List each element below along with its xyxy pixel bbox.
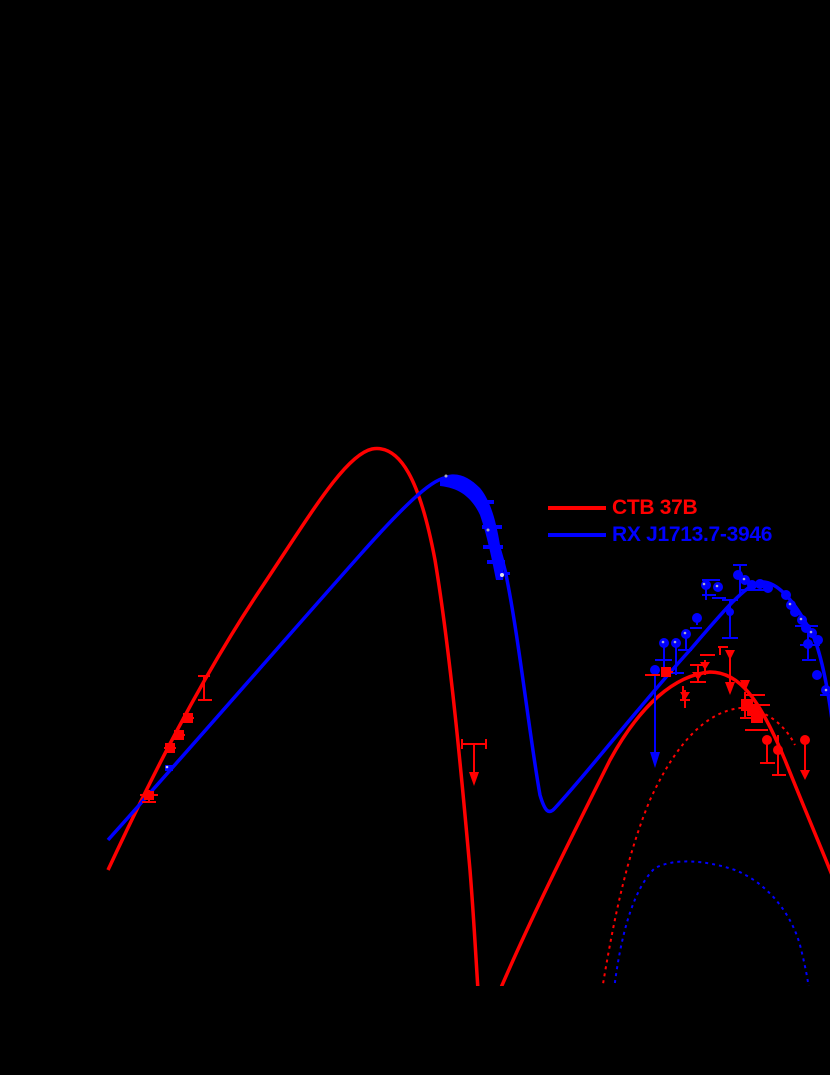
legend-label-rxj1713: RX J1713.7-3946 <box>612 522 773 546</box>
rxj1713-gamma-data <box>650 564 830 768</box>
ctb37b-dotted-curve <box>601 706 796 986</box>
legend-swatch-rxj1713 <box>548 532 606 537</box>
legend-item-ctb37b: CTB 37B <box>548 494 772 521</box>
rxj1713-xray-data <box>440 474 510 580</box>
legend-label-ctb37b: CTB 37B <box>612 495 698 519</box>
legend: CTB 37B RX J1713.7-3946 <box>548 494 772 548</box>
ctb37b-radio-data <box>140 675 212 803</box>
ctb37b-ic-curve <box>499 670 830 986</box>
legend-item-rxj1713: RX J1713.7-3946 <box>548 521 772 548</box>
rxj1713-model-curve <box>106 476 830 842</box>
ctb37b-gamma-data <box>645 646 810 780</box>
legend-swatch-ctb37b <box>548 505 606 510</box>
rxj1713-dotted-curve <box>613 860 810 986</box>
ctb37b-xray-upper-limit <box>461 739 487 786</box>
rxj1713-radio-data <box>165 765 173 771</box>
ctb37b-synchrotron-curve <box>106 446 480 986</box>
